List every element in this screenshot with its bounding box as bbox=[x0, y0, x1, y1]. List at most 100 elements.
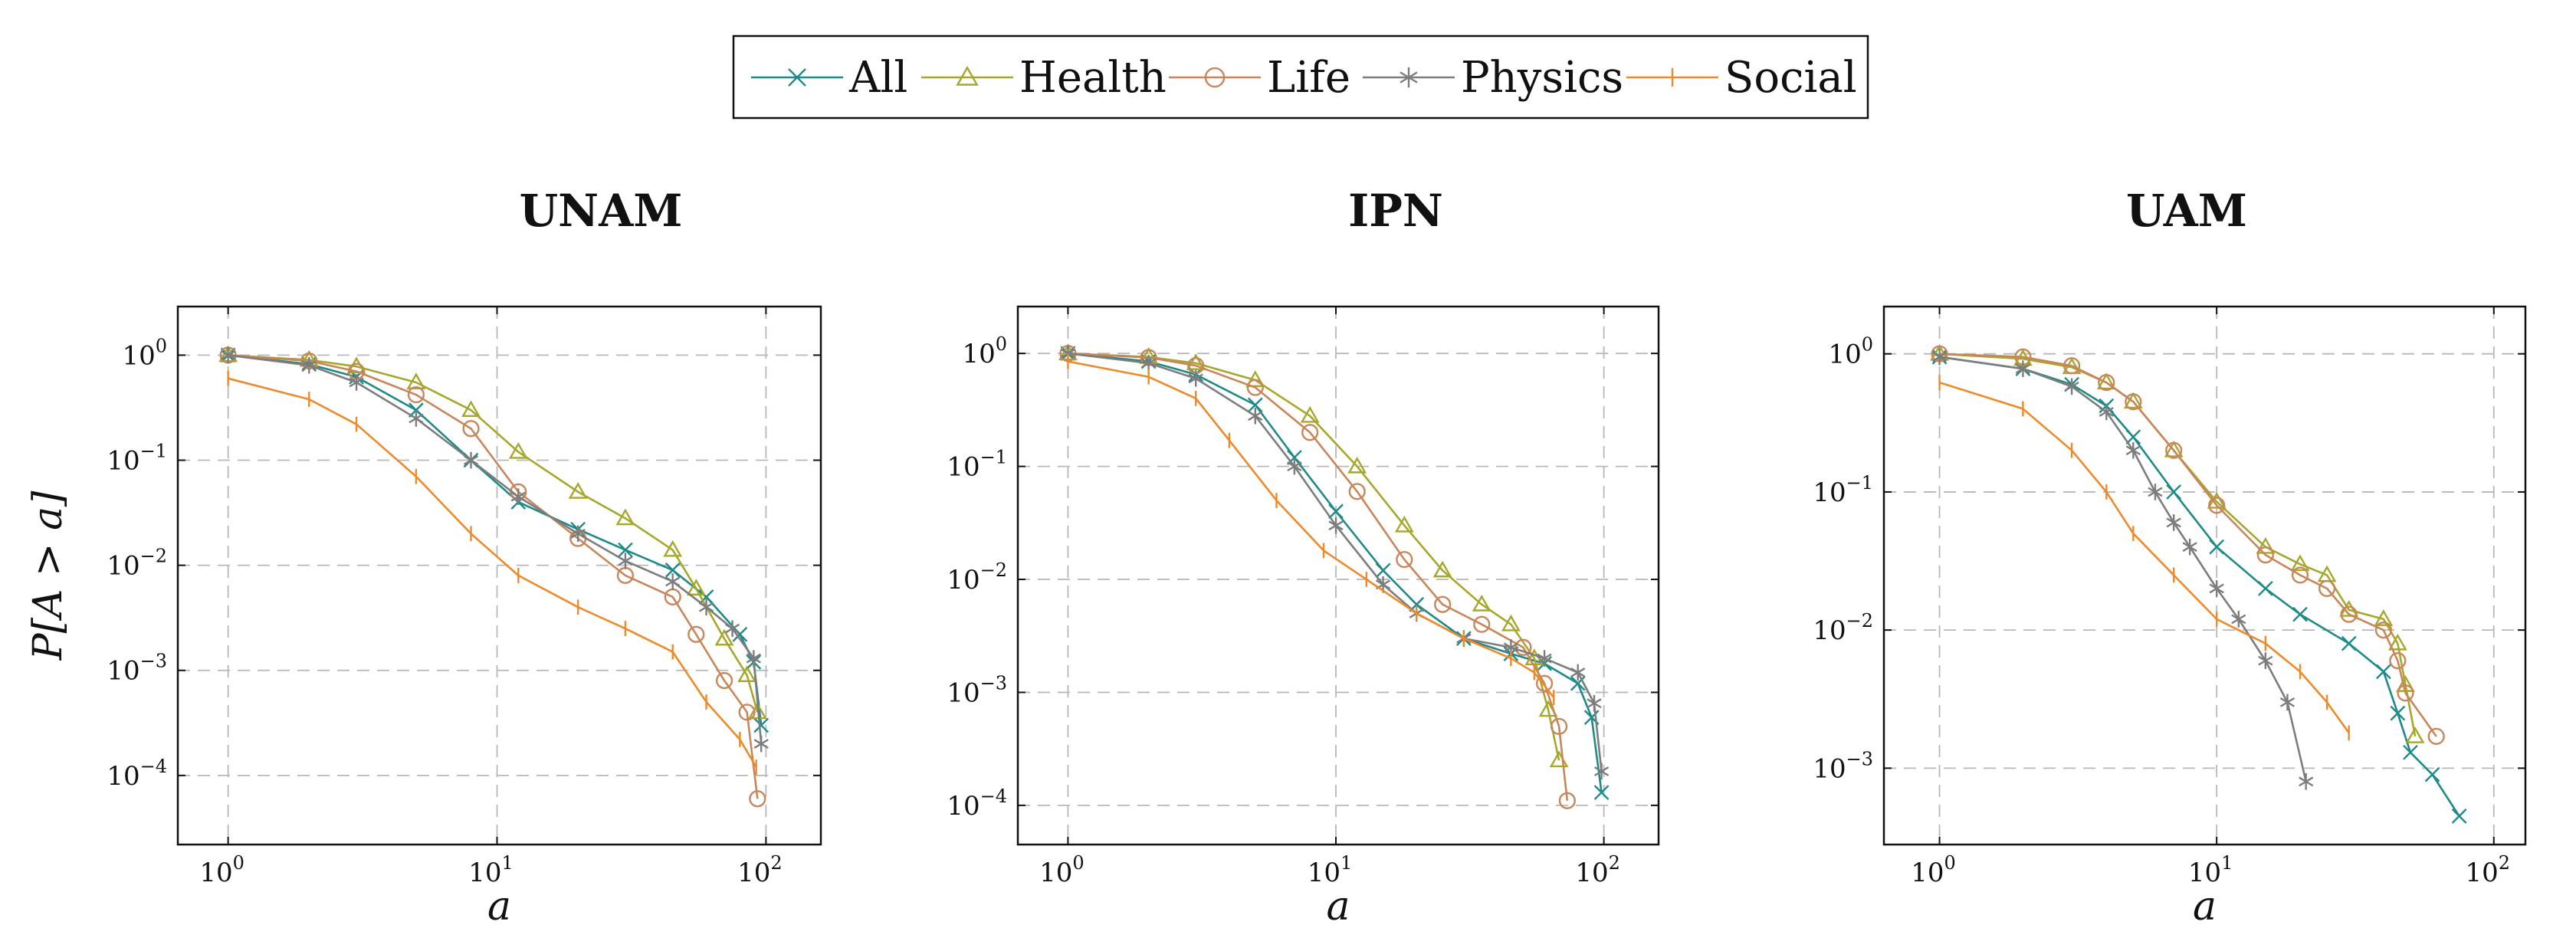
point-unam-physics-7 bbox=[618, 553, 633, 569]
legend-item-all: All bbox=[751, 53, 907, 103]
line-ipn-all bbox=[1068, 352, 1603, 793]
legend-marker-health bbox=[956, 65, 979, 86]
y-tick-label-ipn-4: 10−4 bbox=[947, 786, 1007, 822]
point-uam-life-2 bbox=[2062, 357, 2081, 375]
point-ipn-health-7 bbox=[1432, 560, 1452, 578]
point-uam-physics-2 bbox=[2064, 378, 2079, 395]
series-ipn-life bbox=[1059, 345, 1576, 809]
point-ipn-physics-1 bbox=[1141, 355, 1157, 372]
line-uam-health bbox=[1939, 353, 2417, 737]
y-tick-label-ipn-2: 10−2 bbox=[947, 559, 1007, 595]
legend-item-life: Life bbox=[1169, 53, 1350, 103]
point-ipn-life-3 bbox=[1246, 379, 1264, 396]
point-ipn-life-9 bbox=[1514, 638, 1532, 656]
y-tick-label-unam-1: 10−1 bbox=[107, 441, 167, 477]
point-unam-physics-5 bbox=[510, 488, 526, 505]
point-ipn-health-8 bbox=[1472, 594, 1491, 612]
point-unam-health-8 bbox=[663, 540, 683, 557]
point-unam-health-6 bbox=[568, 482, 588, 499]
point-uam-life-4 bbox=[2125, 393, 2142, 411]
point-unam-life-4 bbox=[462, 420, 480, 438]
point-unam-physics-11 bbox=[746, 650, 761, 667]
point-uam-all-13 bbox=[2424, 766, 2440, 782]
point-uam-all-10 bbox=[2376, 664, 2391, 680]
y-axis-label-unam: P[A > a] bbox=[25, 490, 71, 661]
point-uam-life-5 bbox=[2165, 441, 2183, 459]
series-uam-physics bbox=[1931, 348, 2314, 790]
series-unam-life bbox=[219, 346, 766, 808]
axes-frame-unam bbox=[176, 305, 822, 846]
point-ipn-all-3 bbox=[1247, 397, 1263, 413]
point-uam-life-10 bbox=[2340, 605, 2358, 623]
point-uam-physics-9 bbox=[2231, 611, 2246, 628]
point-uam-all-12 bbox=[2403, 744, 2418, 760]
panel-title-ipn: IPN bbox=[1348, 185, 1443, 237]
point-ipn-life-11 bbox=[1550, 717, 1568, 735]
y-tick-label-unam-4: 10−4 bbox=[107, 756, 167, 792]
series-uam-health bbox=[1930, 343, 2425, 743]
series-unam-physics bbox=[221, 346, 769, 753]
point-unam-physics-3 bbox=[409, 410, 424, 427]
point-uam-life-12 bbox=[2389, 652, 2407, 670]
line-unam-health bbox=[228, 354, 759, 713]
point-ipn-health-3 bbox=[1245, 370, 1265, 388]
point-ipn-health-6 bbox=[1394, 515, 1414, 533]
point-ipn-all-5 bbox=[1328, 504, 1344, 520]
point-unam-health-7 bbox=[615, 508, 635, 526]
x-axis-label-uam: a bbox=[2193, 884, 2217, 930]
legend-marker-glyph-physics bbox=[1400, 67, 1418, 88]
x-tick-label-unam-0: 100 bbox=[199, 852, 244, 888]
y-tick-label-uam-3: 10−3 bbox=[1813, 748, 1873, 784]
point-ipn-physics-10 bbox=[1537, 650, 1552, 667]
point-uam-physics-1 bbox=[2015, 360, 2031, 377]
panel-title-uam: UAM bbox=[2126, 185, 2247, 237]
legend: All Health Life Physics Social bbox=[732, 34, 1869, 120]
point-uam-all-6 bbox=[2209, 539, 2225, 555]
point-ipn-life-12 bbox=[1558, 792, 1576, 809]
x-tick-label-unam-1: 101 bbox=[468, 852, 514, 888]
legend-marker-glyph-health bbox=[956, 65, 979, 86]
y-tick-label-uam-2: 10−2 bbox=[1813, 610, 1873, 646]
point-ipn-life-6 bbox=[1396, 550, 1413, 569]
series-uam-all bbox=[1931, 349, 2467, 824]
point-unam-life-11 bbox=[738, 704, 756, 721]
axes-frame-uam bbox=[1882, 305, 2527, 846]
legend-item-social: Social bbox=[1626, 53, 1857, 103]
y-tick-label-ipn-0: 100 bbox=[962, 333, 1007, 369]
legend-label-physics: Physics bbox=[1461, 53, 1623, 103]
point-uam-physics-12 bbox=[2299, 773, 2314, 790]
y-tick-label-uam-0: 100 bbox=[1828, 334, 1873, 370]
point-unam-physics-4 bbox=[463, 451, 479, 469]
x-tick-label-ipn-2: 102 bbox=[1575, 852, 1620, 888]
legend-label-health: Health bbox=[1019, 53, 1167, 103]
series-ipn-all bbox=[1060, 346, 1610, 800]
y-tick-label-unam-0: 100 bbox=[122, 335, 167, 371]
x-tick-label-ipn-0: 100 bbox=[1039, 852, 1085, 888]
point-uam-physics-7 bbox=[2182, 538, 2197, 556]
panel-unam: 100 101 102 100 10−1 10−2 10−3 10−4 a P[A > a] bbox=[25, 305, 822, 930]
line-ipn-physics bbox=[1068, 352, 1603, 772]
legend-label-life: Life bbox=[1267, 53, 1350, 103]
series-unam-social bbox=[227, 370, 757, 775]
point-unam-life-12 bbox=[749, 790, 766, 808]
point-unam-life-10 bbox=[715, 671, 733, 690]
point-uam-all-5 bbox=[2166, 484, 2182, 500]
point-unam-physics-8 bbox=[665, 573, 681, 590]
legend-item-physics: Physics bbox=[1363, 53, 1623, 103]
point-uam-health-8 bbox=[2290, 554, 2310, 572]
point-unam-all-9 bbox=[698, 589, 714, 605]
y-tick-label-ipn-1: 10−1 bbox=[947, 447, 1007, 483]
grid-unam bbox=[178, 307, 821, 845]
legend-label-social: Social bbox=[1724, 53, 1857, 103]
point-ipn-life-4 bbox=[1301, 424, 1319, 441]
point-uam-health-14 bbox=[2405, 727, 2425, 743]
x-tick-label-uam-0: 100 bbox=[1911, 852, 1956, 888]
series-unam-health bbox=[218, 345, 767, 720]
panel-uam: 100 101 102 100 10−1 10−2 10−3 a bbox=[1813, 305, 2527, 930]
point-uam-health-12 bbox=[2387, 633, 2407, 651]
point-unam-health-5 bbox=[508, 441, 528, 459]
point-uam-life-11 bbox=[2374, 622, 2392, 639]
point-ipn-physics-3 bbox=[1248, 407, 1263, 425]
point-uam-health-7 bbox=[2256, 536, 2276, 554]
point-unam-health-9 bbox=[686, 579, 706, 595]
